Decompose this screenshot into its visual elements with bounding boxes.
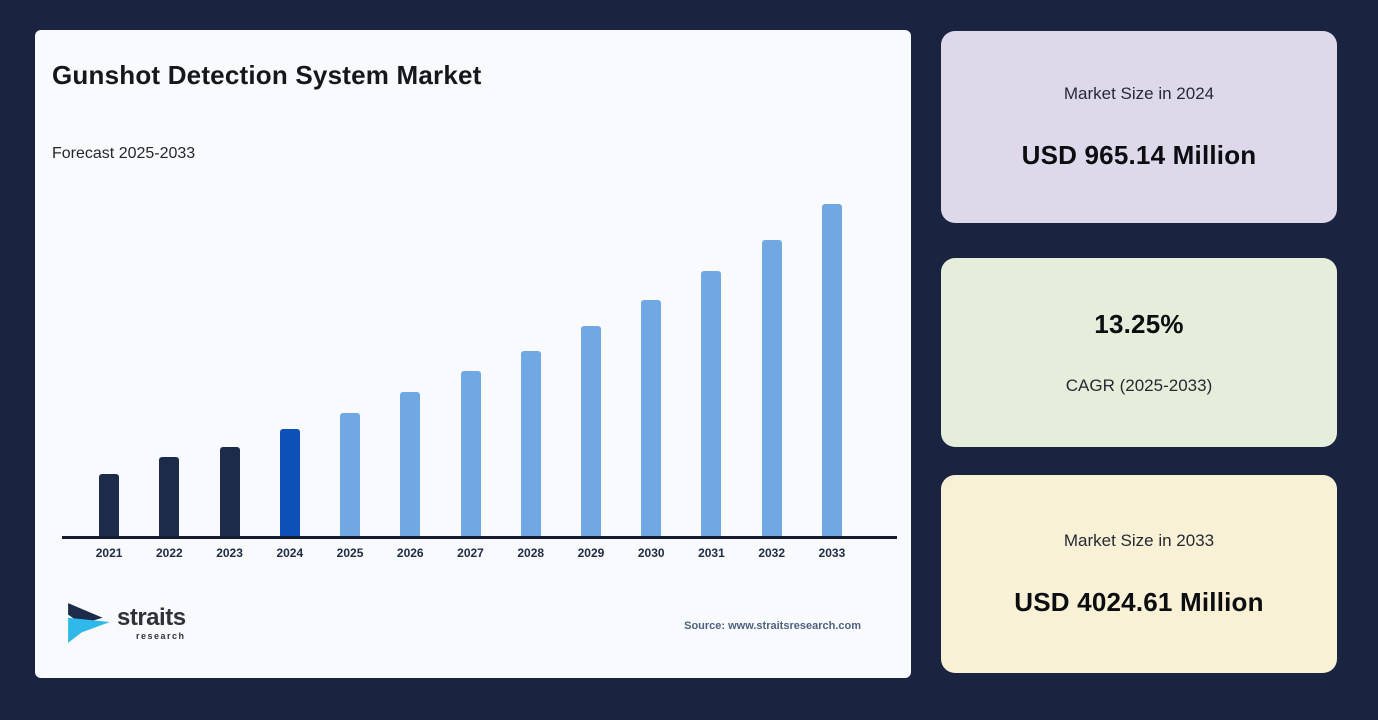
- bar-column-2031: [681, 204, 741, 536]
- chart-subtitle: Forecast 2025-2033: [52, 145, 196, 162]
- x-axis-line: [62, 536, 897, 539]
- straits-logo-mark-icon: [68, 603, 110, 643]
- stat-card-value: 13.25%: [1094, 309, 1184, 339]
- bar-2029: [580, 325, 601, 536]
- bar-column-2021: [79, 204, 139, 536]
- bar-2024: [279, 429, 300, 536]
- stat-card-value: USD 4024.61 Million: [1014, 586, 1264, 617]
- x-tick-label-2032: 2032: [758, 546, 786, 560]
- bar-2021: [99, 473, 120, 536]
- x-tick-label-2028: 2028: [517, 546, 545, 560]
- bar-chart: 2021 2022 2023 2024 2025 2026 2027 2028 2029 2030…: [62, 204, 897, 560]
- bar-2030: [641, 299, 662, 536]
- stat-card-label: Market Size in 2033: [1063, 530, 1215, 550]
- bar-column-2025: [320, 204, 380, 536]
- x-tick-label-2029: 2029: [577, 546, 605, 560]
- bar-column-2032: [742, 204, 802, 536]
- stat-card-market-size-2033: Market Size in 2033 USD 4024.61 Million: [941, 475, 1337, 673]
- bar-column-2023: [199, 204, 259, 536]
- bar-column-2029: [561, 204, 621, 536]
- bar-series: [79, 204, 862, 536]
- bar-column-2028: [501, 204, 561, 536]
- x-tick-label-2026: 2026: [396, 546, 424, 560]
- x-tick-label-2025: 2025: [336, 546, 364, 560]
- bar-column-2027: [440, 204, 500, 536]
- x-tick-label-2024: 2024: [276, 546, 304, 560]
- brand-logo: straits research: [66, 602, 186, 644]
- bar-column-2033: [802, 204, 862, 536]
- bar-column-2022: [139, 204, 199, 536]
- x-tick-label-2021: 2021: [95, 546, 123, 560]
- x-tick-label-2033: 2033: [818, 546, 846, 560]
- chart-card: Gunshot Detection System Market Forecast…: [35, 30, 911, 678]
- x-tick-label-2023: 2023: [216, 546, 243, 560]
- bar-2023: [219, 447, 240, 536]
- source-text: Source: www.straitsresearch.com: [684, 620, 861, 632]
- logo-wordmark: straits research: [117, 603, 186, 641]
- bar-2026: [400, 391, 421, 536]
- x-tick-label-2031: 2031: [698, 546, 725, 560]
- bar-2033: [821, 204, 842, 536]
- stat-card-value: USD 965.14 Million: [1021, 139, 1257, 170]
- chart-title: Gunshot Detection System Market: [52, 60, 482, 90]
- x-tick-label-2027: 2027: [457, 546, 484, 560]
- stat-card-label: CAGR (2025-2033): [1065, 376, 1213, 395]
- bar-column-2030: [621, 204, 681, 536]
- bar-column-2026: [380, 204, 440, 536]
- logo-subtitle: research: [136, 630, 186, 641]
- bar-2022: [159, 457, 180, 536]
- x-axis-labels: 2021 2022 2023 2024 2025 2026 2027 2028 2029 2030…: [79, 546, 862, 560]
- bar-2031: [701, 271, 722, 536]
- stat-card-market-size-2024: Market Size in 2024 USD 965.14 Million: [941, 31, 1337, 223]
- stat-card-cagr: 13.25% CAGR (2025-2033): [941, 258, 1337, 447]
- stat-card-label: Market Size in 2024: [1063, 83, 1215, 103]
- bar-2027: [460, 371, 481, 536]
- bar-column-2024: [260, 204, 320, 536]
- bar-2028: [520, 351, 541, 536]
- bar-2025: [340, 413, 361, 536]
- logo-name: straits: [117, 603, 186, 631]
- x-tick-label-2022: 2022: [155, 546, 183, 560]
- x-tick-label-2030: 2030: [637, 546, 665, 560]
- bar-2032: [761, 239, 782, 536]
